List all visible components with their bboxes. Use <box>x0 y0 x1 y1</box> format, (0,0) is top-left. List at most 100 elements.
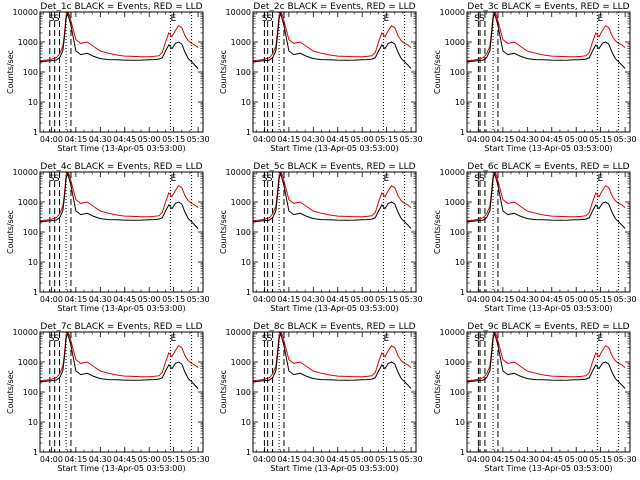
panel-title: Det_6c BLACK = Events, RED = LLD <box>467 162 629 172</box>
y-tick-label: 1 <box>33 128 38 137</box>
y-tick-label: 1000 <box>445 38 465 47</box>
y-tick-label: 10000 <box>440 168 465 177</box>
detector-panel: Det_3c BLACK = Events, RED = LLD 1 10 100 10… <box>433 2 637 153</box>
x-tick-label: 04:00 <box>253 135 276 144</box>
x-axis-label: Start Time (13-Apr-05 03:53:00) <box>270 464 398 473</box>
y-axis-label: Counts/sec <box>219 210 228 254</box>
x-tick-label: 04:30 <box>89 135 112 144</box>
x-tick-label: 05:00 <box>351 135 374 144</box>
y-tick-label: 1 <box>33 288 38 297</box>
y-axis-label: Counts/sec <box>433 210 442 254</box>
panel-title: Det_7c BLACK = Events, RED = LLD <box>40 322 202 332</box>
events-series-line <box>467 12 626 69</box>
y-tick-label: 10 <box>241 418 251 427</box>
y-tick-label: 10 <box>28 258 38 267</box>
plot-frame <box>466 11 631 133</box>
x-tick-label: 04:15 <box>491 455 514 464</box>
x-tick-label: 05:30 <box>614 295 637 304</box>
flare-mark-label: S <box>474 174 480 184</box>
flare-mark-label: E <box>384 174 390 184</box>
x-tick-label: 04:00 <box>40 295 63 304</box>
x-axis-label: Start Time (13-Apr-05 03:53:00) <box>57 144 185 153</box>
x-tick-label: 05:30 <box>400 295 423 304</box>
panel-title: Det_1c BLACK = Events, RED = LLD <box>40 2 202 12</box>
x-tick-label: 04:30 <box>89 295 112 304</box>
y-tick-label: 1000 <box>445 358 465 367</box>
x-tick-label: 04:30 <box>89 455 112 464</box>
x-tick-label: 05:15 <box>589 135 612 144</box>
panel-title: Det_9c BLACK = Events, RED = LLD <box>467 322 629 332</box>
x-tick-label: 04:00 <box>467 295 490 304</box>
panel-title: Det_4c BLACK = Events, RED = LLD <box>40 162 202 172</box>
flare-mark-label: S <box>474 334 480 344</box>
x-axis-label: Start Time (13-Apr-05 03:53:00) <box>270 144 398 153</box>
x-tick-label: 04:15 <box>277 455 300 464</box>
y-tick-label: 100 <box>450 388 465 397</box>
y-tick-label: 1 <box>33 448 38 457</box>
panel-title: Det_3c BLACK = Events, RED = LLD <box>467 2 629 12</box>
flare-mark-label: S <box>479 334 485 344</box>
y-tick-label: 1000 <box>18 38 38 47</box>
y-axis-label: Counts/sec <box>6 210 15 254</box>
events-series-line <box>467 172 626 229</box>
flare-mark-label: S <box>54 174 60 184</box>
y-tick-label: 10000 <box>13 168 38 177</box>
plot-frame <box>39 331 204 453</box>
y-axis-label: Counts/sec <box>6 370 15 414</box>
x-axis-label: Start Time (13-Apr-05 03:53:00) <box>57 464 185 473</box>
x-tick-label: 04:15 <box>491 135 514 144</box>
x-tick-label: 04:45 <box>540 295 563 304</box>
x-tick-label: 05:15 <box>375 295 398 304</box>
x-tick-label: 04:30 <box>516 135 539 144</box>
y-tick-label: 1000 <box>231 358 251 367</box>
detector-panel: Det_9c BLACK = Events, RED = LLD 1 10 100 10… <box>433 322 637 473</box>
flare-mark-label: E <box>598 14 604 24</box>
x-tick-label: 04:15 <box>64 135 87 144</box>
x-tick-label: 04:45 <box>540 455 563 464</box>
x-tick-label: 04:00 <box>253 295 276 304</box>
x-axis-label: Start Time (13-Apr-05 03:53:00) <box>57 304 185 313</box>
x-tick-label: 05:15 <box>589 455 612 464</box>
detector-panel: Det_8c BLACK = Events, RED = LLD 1 10 100 10… <box>219 322 423 473</box>
y-tick-label: 100 <box>23 228 38 237</box>
y-tick-label: 10 <box>455 258 465 267</box>
x-tick-label: 04:45 <box>326 455 349 464</box>
y-tick-label: 100 <box>450 68 465 77</box>
x-tick-label: 05:00 <box>138 455 161 464</box>
x-tick-label: 05:00 <box>351 455 374 464</box>
plot-frame <box>466 331 631 453</box>
x-tick-label: 05:30 <box>187 455 210 464</box>
panel-title: Det_8c BLACK = Events, RED = LLD <box>253 322 415 332</box>
x-tick-label: 04:15 <box>277 295 300 304</box>
y-tick-label: 1000 <box>445 198 465 207</box>
flare-mark-label: E <box>598 334 604 344</box>
events-series-line <box>253 332 412 389</box>
events-series-line <box>40 172 199 229</box>
detector-panel: Det_7c BLACK = Events, RED = LLD 1 10 100 10… <box>6 322 210 473</box>
flare-mark-label: E <box>598 174 604 184</box>
x-tick-label: 04:00 <box>40 135 63 144</box>
flare-mark-label: S <box>54 334 60 344</box>
x-axis-label: Start Time (13-Apr-05 03:53:00) <box>484 464 612 473</box>
detector-panel: Det_5c BLACK = Events, RED = LLD 1 10 100 10… <box>219 162 423 313</box>
x-tick-label: 05:15 <box>162 455 185 464</box>
y-tick-label: 1 <box>460 128 465 137</box>
x-tick-label: 05:15 <box>162 135 185 144</box>
flare-mark-label: S <box>479 14 485 24</box>
x-tick-label: 05:00 <box>351 295 374 304</box>
plot-frame <box>39 171 204 293</box>
y-tick-label: 100 <box>236 228 251 237</box>
x-tick-label: 05:00 <box>138 295 161 304</box>
x-tick-label: 05:30 <box>400 455 423 464</box>
y-tick-label: 10 <box>28 98 38 107</box>
flare-mark-label: S <box>267 174 273 184</box>
x-tick-label: 04:00 <box>253 455 276 464</box>
y-axis-label: Counts/sec <box>219 50 228 94</box>
y-tick-label: 1 <box>246 448 251 457</box>
y-tick-label: 10000 <box>440 328 465 337</box>
x-tick-label: 04:15 <box>64 295 87 304</box>
plot-frame <box>252 331 417 453</box>
events-series-line <box>40 12 199 69</box>
flare-mark-label: S <box>262 174 268 184</box>
